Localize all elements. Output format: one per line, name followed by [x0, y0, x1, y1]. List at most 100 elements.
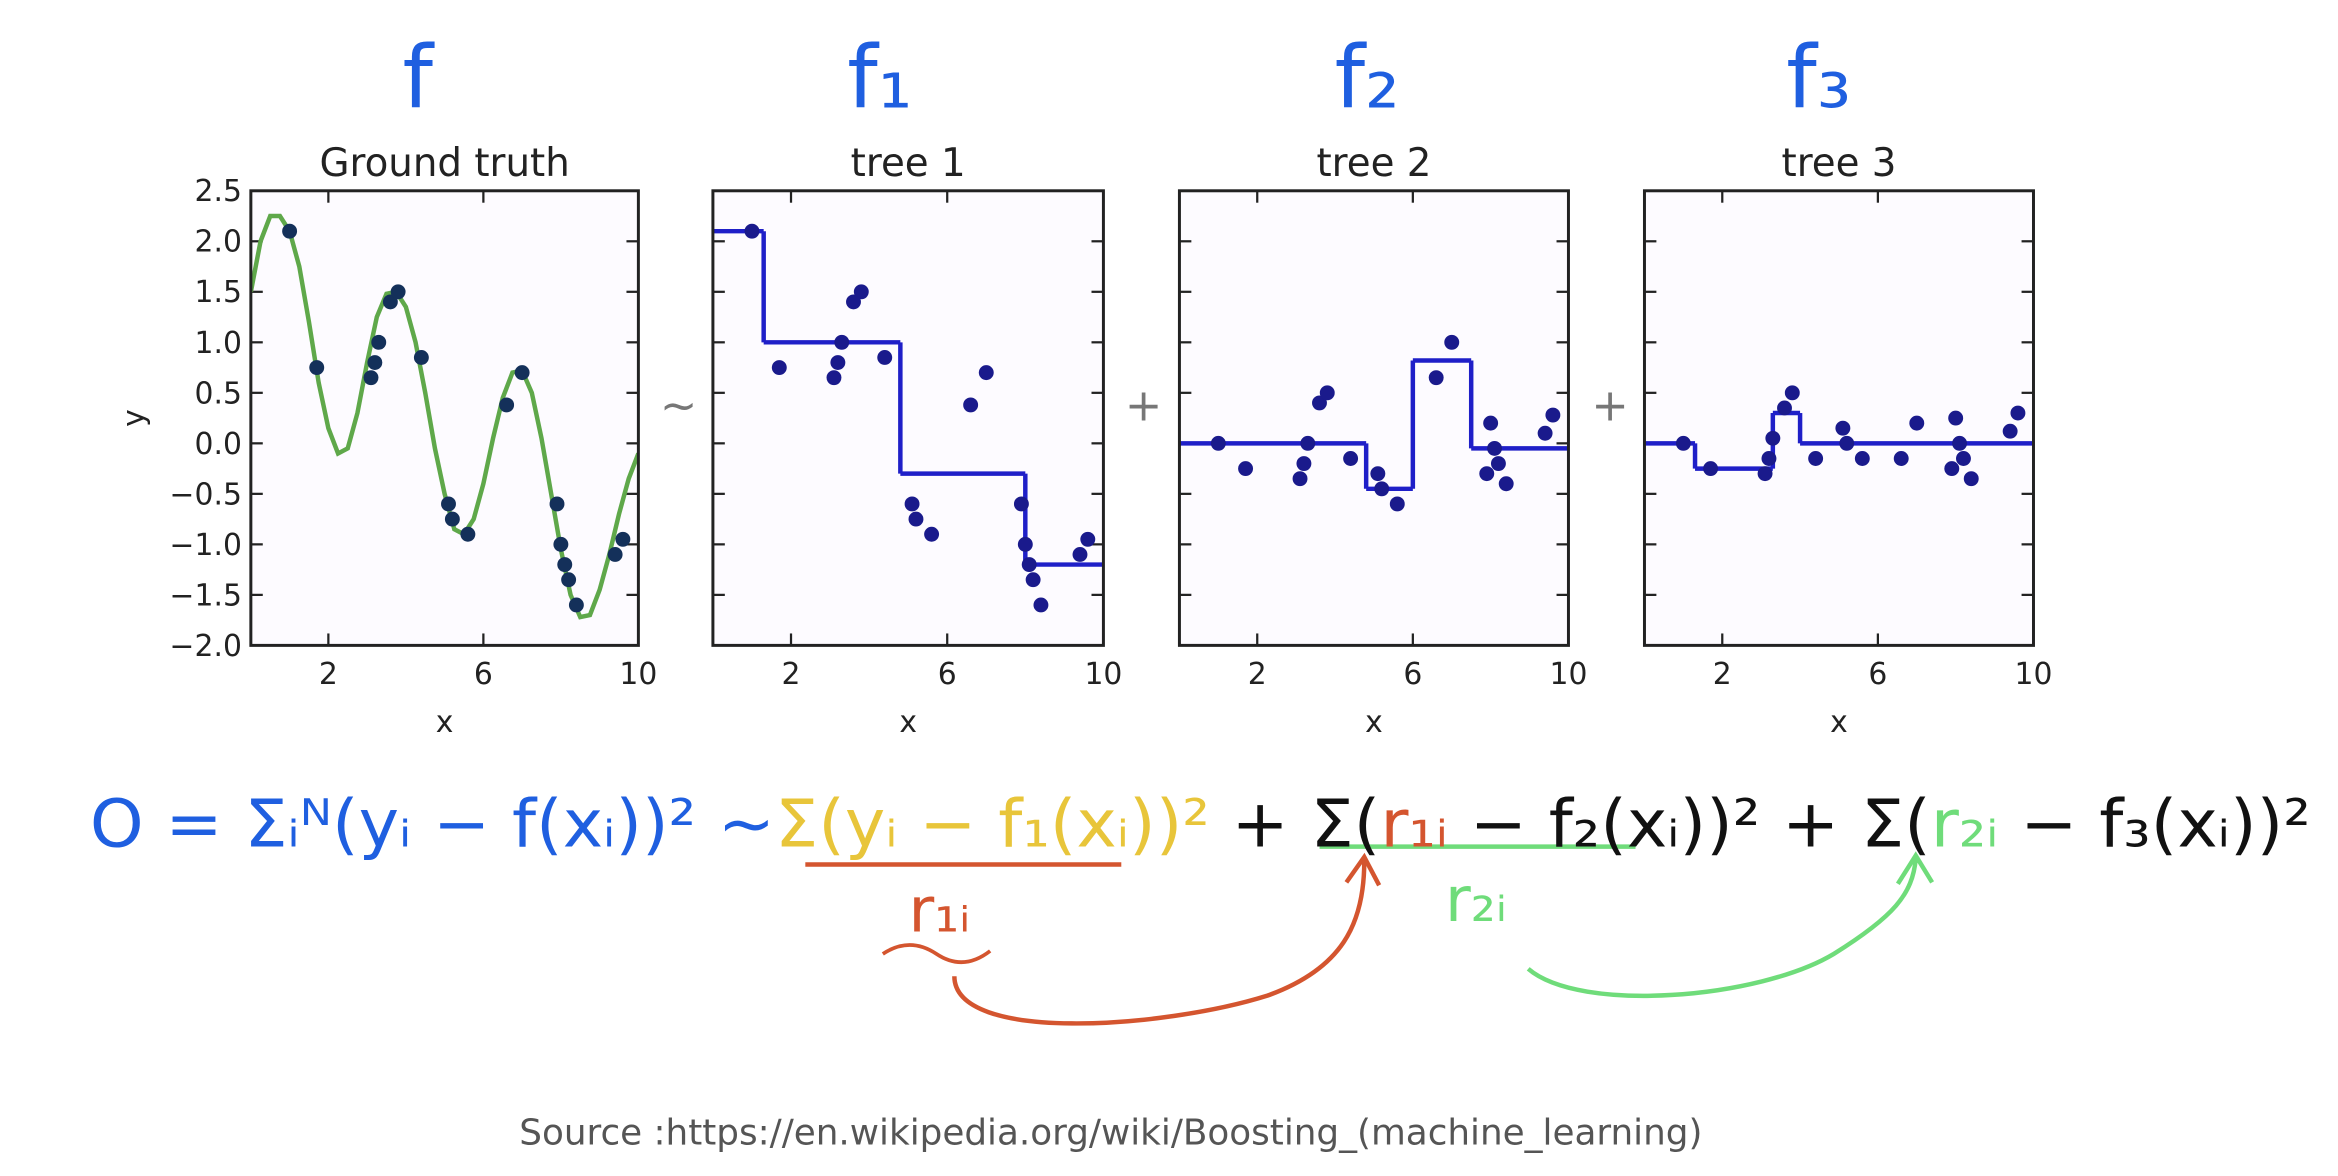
point — [441, 496, 456, 512]
point — [363, 370, 379, 386]
plot-marks — [1644, 385, 2034, 487]
point — [1490, 456, 1506, 471]
chart-title: tree 2 — [1316, 141, 1431, 186]
y-tick-label: 0.5 — [195, 376, 242, 411]
squiggle — [881, 943, 992, 964]
point — [1952, 435, 1968, 451]
arrow-head — [1344, 852, 1382, 887]
point — [1389, 496, 1405, 512]
point — [1808, 451, 1824, 466]
point — [904, 496, 920, 512]
y-tick-label: 2.5 — [195, 174, 242, 209]
chart-title: Ground truth — [319, 141, 569, 186]
point — [1296, 456, 1312, 471]
point — [1080, 531, 1096, 547]
point — [1483, 415, 1499, 431]
point — [1017, 536, 1033, 552]
point — [1312, 395, 1327, 411]
point — [1675, 435, 1691, 451]
point — [1498, 476, 1514, 492]
equation-part: − f₂(xᵢ))² + Σ( — [1448, 787, 1931, 863]
point — [1428, 370, 1444, 386]
y-tick-label: 1.5 — [195, 275, 242, 310]
point — [460, 526, 476, 542]
point — [309, 360, 325, 376]
plot-marks — [1179, 334, 1569, 512]
point — [1370, 466, 1386, 482]
x-tick-label: 10 — [1549, 657, 1587, 692]
point — [826, 370, 842, 386]
point — [1703, 461, 1719, 477]
point — [1545, 407, 1561, 423]
operator: ~ — [660, 378, 697, 431]
point — [615, 531, 631, 547]
plot-area — [712, 190, 1104, 646]
arrow-head — [1895, 851, 1935, 886]
point — [1021, 557, 1037, 573]
x-axis-label: x — [1365, 705, 1383, 740]
y-axis-label: y — [117, 409, 152, 427]
point — [1839, 435, 1855, 451]
x-tick-label: 2 — [1713, 657, 1732, 692]
point — [1944, 461, 1960, 477]
equation-part: O = Σᵢᴺ(yᵢ − f(xᵢ))² ~ — [90, 787, 775, 863]
y-tick-label: −2.0 — [170, 629, 242, 664]
point — [514, 365, 530, 381]
point — [1854, 451, 1870, 466]
point — [499, 397, 515, 413]
point — [908, 511, 924, 527]
point — [963, 397, 979, 413]
plot-frame — [1177, 189, 1570, 647]
point — [1292, 471, 1308, 487]
point — [853, 284, 869, 300]
residual-label: r₁ᵢ — [908, 874, 970, 947]
point — [1238, 461, 1254, 477]
point — [553, 536, 569, 552]
point — [877, 350, 893, 365]
point — [413, 350, 429, 365]
equation-part: − f₃(xᵢ))² — [1999, 787, 2311, 863]
operator: + — [1125, 378, 1162, 431]
equation-part: r₁ᵢ — [1380, 787, 1448, 863]
x-tick-label: 6 — [474, 657, 493, 692]
x-axis-label: x — [899, 705, 917, 740]
x-tick-label: 10 — [619, 657, 657, 692]
equation: O = Σᵢᴺ(yᵢ − f(xᵢ))² ~ Σ(yᵢ − f₁(xᵢ))² + … — [90, 787, 2311, 863]
point — [771, 360, 787, 376]
residual-label: r₂ᵢ — [1445, 863, 1507, 936]
x-axis-label: x — [1830, 705, 1848, 740]
plot-area — [1644, 190, 2034, 646]
x-tick-label: 6 — [938, 657, 957, 692]
point — [1013, 496, 1029, 512]
plot-frame — [249, 189, 640, 647]
x-tick-label: 6 — [1403, 657, 1422, 692]
source: Source :https://en.wikipedia.org/wiki/Bo… — [519, 1113, 1702, 1154]
point — [1757, 466, 1773, 482]
point — [1374, 481, 1390, 497]
point — [1072, 547, 1088, 562]
point — [1210, 435, 1226, 451]
y-tick-label: −1.0 — [170, 528, 242, 563]
y-tick-label: −1.5 — [170, 578, 242, 613]
y-tick-label: 0.0 — [195, 427, 242, 462]
point — [1537, 425, 1553, 441]
plot-area — [250, 190, 639, 646]
y-tick-label: −0.5 — [170, 477, 242, 512]
point — [444, 511, 460, 527]
point — [978, 365, 994, 381]
x-tick-label: 2 — [782, 657, 801, 692]
point — [846, 294, 861, 310]
point — [367, 355, 383, 370]
point — [382, 294, 398, 310]
function-label: f₃ — [1786, 28, 1851, 128]
plot-area — [1179, 190, 1569, 646]
chart-title: tree 3 — [1782, 141, 1897, 186]
plot-marks — [250, 213, 639, 620]
equation-part: r₂ᵢ — [1931, 787, 1999, 863]
point — [924, 526, 940, 542]
operator: + — [1591, 378, 1628, 431]
y-tick-label: 1.0 — [195, 326, 242, 361]
point — [607, 547, 623, 562]
point — [834, 334, 850, 350]
